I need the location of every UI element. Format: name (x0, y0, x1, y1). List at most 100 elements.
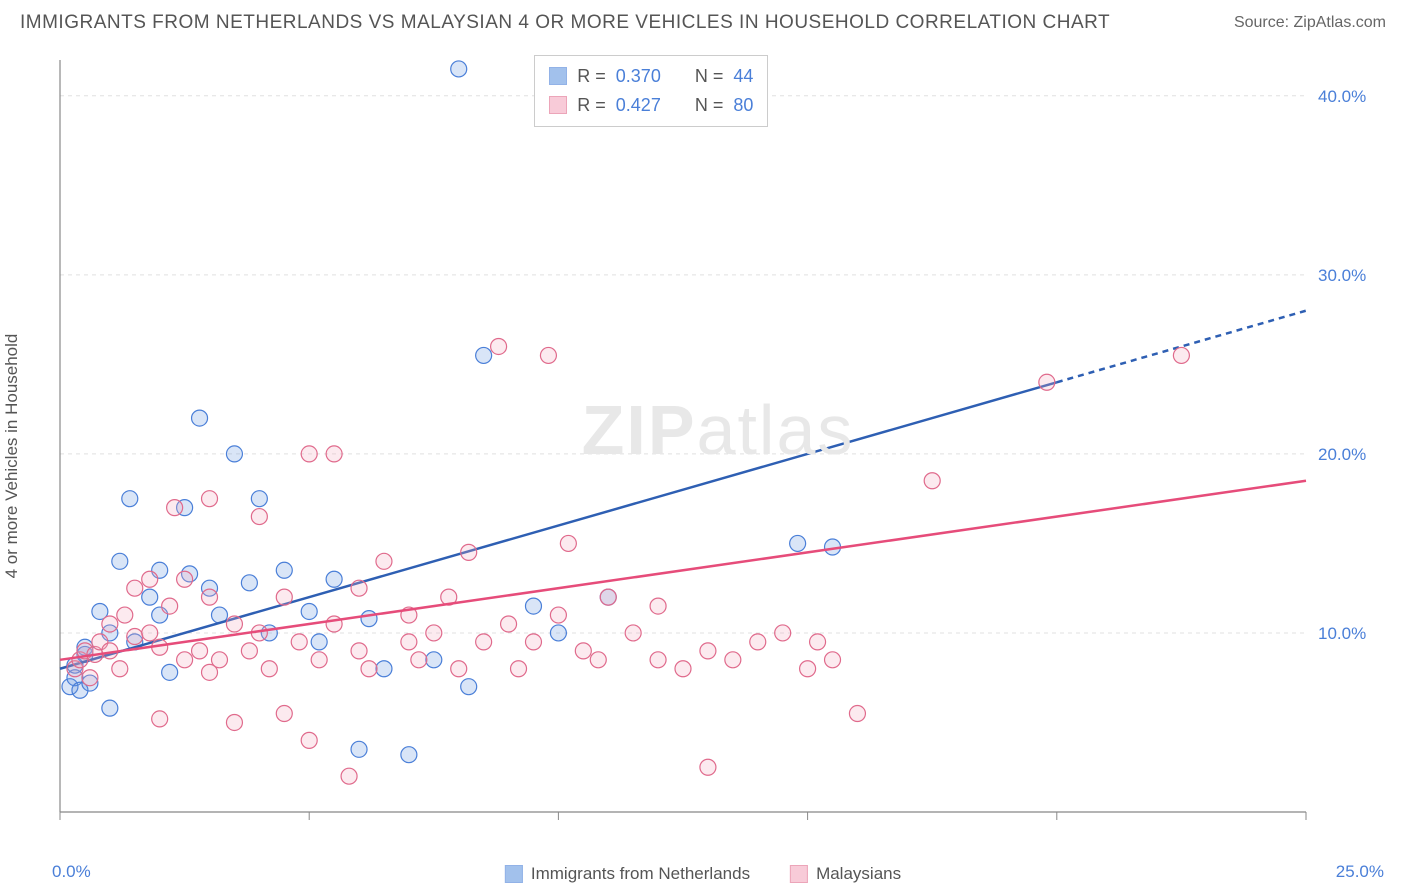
data-point (311, 652, 327, 668)
series-swatch (505, 865, 523, 883)
data-point (177, 571, 193, 587)
legend-item: Immigrants from Netherlands (505, 864, 750, 884)
data-point (625, 625, 641, 641)
data-point (501, 616, 517, 632)
data-point (351, 741, 367, 757)
data-point (451, 661, 467, 677)
data-point (102, 700, 118, 716)
stats-legend: R =0.370N =44R =0.427N =80 (534, 55, 768, 127)
data-point (162, 664, 178, 680)
n-value: 80 (733, 91, 753, 120)
data-point (525, 598, 541, 614)
data-point (241, 575, 257, 591)
data-point (192, 410, 208, 426)
data-point (590, 652, 606, 668)
data-point (226, 616, 242, 632)
data-point (226, 714, 242, 730)
data-point (162, 598, 178, 614)
y-axis-label: 4 or more Vehicles in Household (2, 334, 22, 579)
n-value: 44 (733, 62, 753, 91)
data-point (560, 535, 576, 551)
data-point (550, 625, 566, 641)
data-point (675, 661, 691, 677)
data-point (725, 652, 741, 668)
data-point (351, 580, 367, 596)
legend-label: Malaysians (816, 864, 901, 884)
data-point (810, 634, 826, 650)
svg-text:30.0%: 30.0% (1318, 266, 1366, 285)
data-point (401, 747, 417, 763)
data-point (700, 643, 716, 659)
chart-area: ZIPatlas 10.0%20.0%30.0%40.0% (50, 50, 1386, 842)
data-point (291, 634, 307, 650)
data-point (411, 652, 427, 668)
data-point (301, 732, 317, 748)
data-point (202, 491, 218, 507)
series-legend: Immigrants from Netherlands Malaysians (505, 864, 901, 884)
svg-text:40.0%: 40.0% (1318, 87, 1366, 106)
data-point (511, 661, 527, 677)
data-point (142, 625, 158, 641)
r-label: R = (577, 62, 606, 91)
data-point (461, 679, 477, 695)
data-point (461, 544, 477, 560)
data-point (361, 661, 377, 677)
data-point (127, 580, 143, 596)
data-point (376, 553, 392, 569)
data-point (650, 652, 666, 668)
series-swatch (549, 96, 567, 114)
data-point (451, 61, 467, 77)
legend-item: Malaysians (790, 864, 901, 884)
data-point (142, 571, 158, 587)
data-point (261, 661, 277, 677)
data-point (167, 500, 183, 516)
data-point (525, 634, 541, 650)
data-point (251, 509, 267, 525)
data-point (924, 473, 940, 489)
data-point (1039, 374, 1055, 390)
data-point (800, 661, 816, 677)
data-point (401, 634, 417, 650)
data-point (426, 625, 442, 641)
data-point (790, 535, 806, 551)
data-point (1173, 347, 1189, 363)
n-label: N = (695, 91, 724, 120)
data-point (311, 634, 327, 650)
data-point (825, 652, 841, 668)
data-point (226, 446, 242, 462)
data-point (540, 347, 556, 363)
n-label: N = (695, 62, 724, 91)
svg-text:20.0%: 20.0% (1318, 445, 1366, 464)
data-point (600, 589, 616, 605)
legend-label: Immigrants from Netherlands (531, 864, 750, 884)
data-point (241, 643, 257, 659)
data-point (127, 629, 143, 645)
data-point (112, 553, 128, 569)
data-point (122, 491, 138, 507)
data-point (112, 661, 128, 677)
data-point (276, 706, 292, 722)
data-point (750, 634, 766, 650)
data-point (102, 616, 118, 632)
source-label: Source: ZipAtlas.com (1234, 14, 1386, 32)
series-swatch (549, 67, 567, 85)
stats-row: R = 0.427 N = 80 (549, 91, 753, 120)
header: IMMIGRANTS FROM NETHERLANDS VS MALAYSIAN… (0, 0, 1406, 42)
data-point (326, 446, 342, 462)
data-point (351, 643, 367, 659)
data-point (177, 652, 193, 668)
data-point (361, 611, 377, 627)
data-point (301, 446, 317, 462)
r-value: 0.427 (616, 91, 661, 120)
data-point (202, 589, 218, 605)
chart-title: IMMIGRANTS FROM NETHERLANDS VS MALAYSIAN… (20, 12, 1110, 34)
data-point (82, 670, 98, 686)
data-point (326, 571, 342, 587)
data-point (152, 711, 168, 727)
data-point (426, 652, 442, 668)
r-label: R = (577, 91, 606, 120)
data-point (550, 607, 566, 623)
data-point (491, 338, 507, 354)
data-point (700, 759, 716, 775)
data-point (775, 625, 791, 641)
